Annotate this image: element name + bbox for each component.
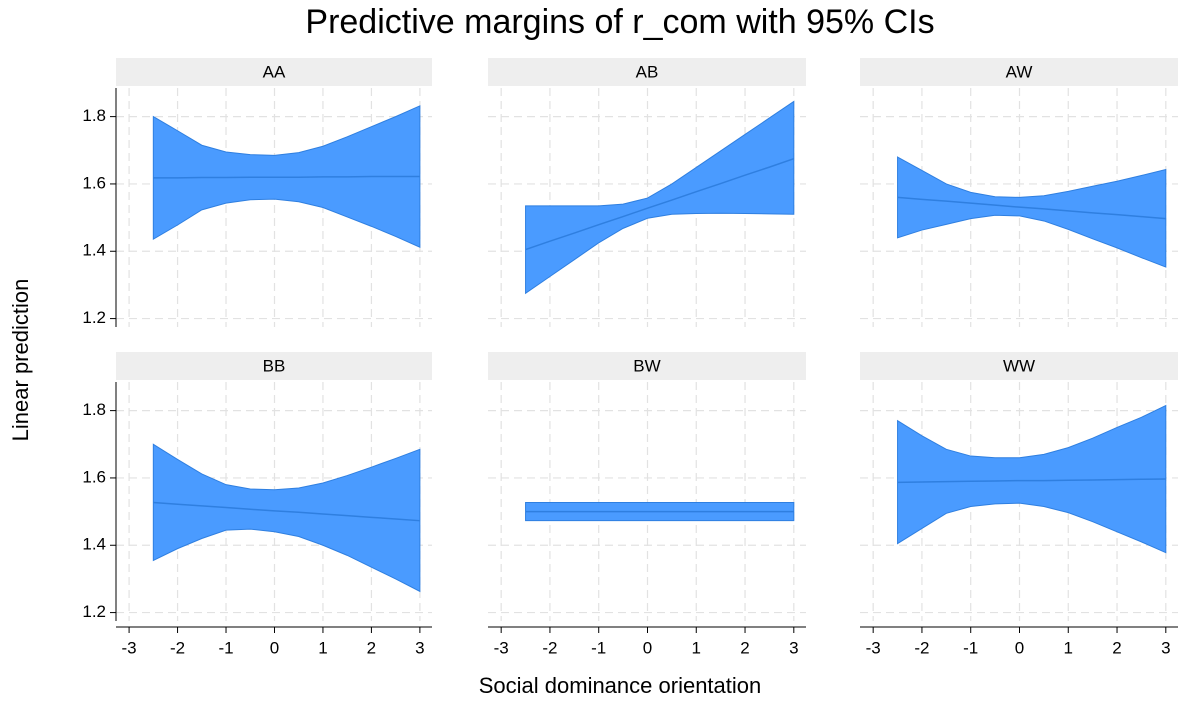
- panel-title: WW: [1003, 356, 1035, 375]
- x-tick-label: -1: [963, 638, 978, 657]
- y-tick-label: 1.8: [82, 106, 106, 125]
- x-tick-label: -2: [914, 638, 929, 657]
- x-tick-label: 3: [789, 638, 798, 657]
- y-tick-label: 1.6: [82, 173, 106, 192]
- x-tick-label: 1: [318, 638, 327, 657]
- panel-title: BW: [633, 356, 660, 375]
- prediction-line: [897, 478, 1166, 484]
- x-tick-label: 3: [1161, 638, 1170, 657]
- x-tick-label: 1: [1064, 638, 1073, 657]
- x-tick-label: -3: [494, 638, 509, 657]
- panel-title: AB: [636, 62, 659, 81]
- y-tick-label: 1.2: [82, 602, 106, 621]
- x-tick-label: 3: [415, 638, 424, 657]
- x-tick-label: 2: [740, 638, 749, 657]
- x-tick-label: -2: [542, 638, 557, 657]
- x-tick-label: -1: [591, 638, 606, 657]
- x-tick-label: -3: [866, 638, 881, 657]
- y-tick-label: 1.4: [82, 241, 106, 260]
- prediction-line: [153, 175, 420, 179]
- prediction-line: [897, 196, 1166, 220]
- panel-header: [488, 352, 806, 380]
- x-tick-label: 2: [367, 638, 376, 657]
- x-tick-label: 0: [643, 638, 652, 657]
- x-axis-label: Social dominance orientation: [479, 673, 762, 698]
- confidence-band: [897, 156, 1167, 268]
- y-axis-label: Linear prediction: [8, 279, 33, 442]
- y-tick-label: 1.8: [82, 400, 106, 419]
- panel-title: BB: [263, 356, 286, 375]
- prediction-line: [153, 501, 420, 522]
- x-tick-label: -2: [170, 638, 185, 657]
- chart-title: Predictive margins of r_com with 95% CIs: [305, 3, 934, 41]
- x-tick-label: 0: [1015, 638, 1024, 657]
- prediction-line: [525, 157, 795, 251]
- panel-header: [860, 352, 1178, 380]
- x-tick-label: 2: [1112, 638, 1121, 657]
- x-tick-label: -1: [218, 638, 233, 657]
- y-tick-label: 1.6: [82, 467, 106, 486]
- panel-header: [488, 58, 806, 86]
- panel-title: AW: [1006, 62, 1033, 81]
- panel-header: [860, 58, 1178, 86]
- panel-header: [116, 352, 432, 380]
- panel-header: [116, 58, 432, 86]
- confidence-band: [525, 100, 795, 295]
- confidence-band: [152, 443, 421, 593]
- y-tick-label: 1.4: [82, 535, 106, 554]
- confidence-band: [897, 404, 1167, 554]
- x-tick-label: -3: [122, 638, 137, 657]
- x-tick-label: 1: [692, 638, 701, 657]
- panel-title: AA: [263, 62, 286, 81]
- y-tick-label: 1.2: [82, 308, 106, 327]
- x-tick-label: 0: [270, 638, 279, 657]
